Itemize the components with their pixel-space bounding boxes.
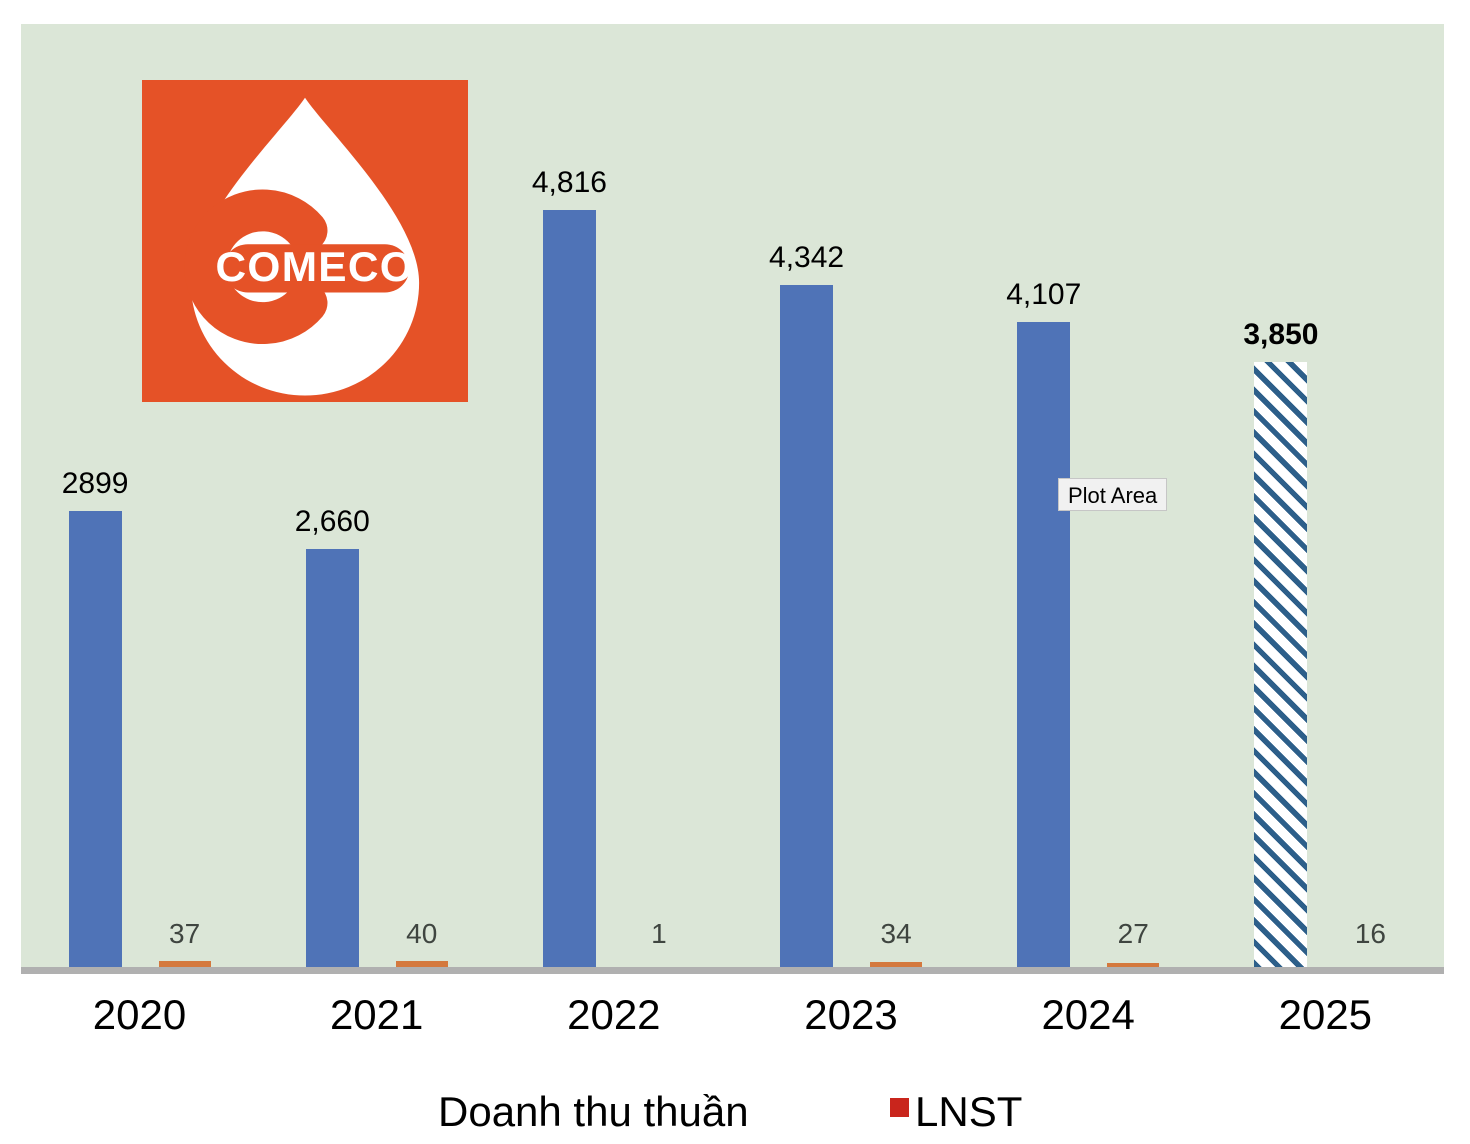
- lnst-value-label: 34: [880, 918, 912, 949]
- logo-band: [223, 244, 410, 293]
- lnst-bar[interactable]: [158, 961, 211, 967]
- plot-area-tooltip: Plot Area: [1058, 478, 1168, 511]
- x-axis-label[interactable]: 2022: [567, 991, 661, 1038]
- revenue-value-label: 3,850: [1243, 317, 1319, 351]
- revenue-value-label: 4,816: [531, 166, 607, 200]
- lnst-value-label: 40: [406, 918, 438, 949]
- legend-revenue-label[interactable]: Doanh thu thuần: [438, 1088, 749, 1135]
- x-axis-label[interactable]: 2025: [1278, 991, 1373, 1038]
- x-axis-label[interactable]: 2024: [1041, 991, 1135, 1038]
- lnst-value-label: 37: [169, 918, 201, 949]
- x-axis-label[interactable]: 2020: [92, 991, 187, 1038]
- revenue-value-label: 4,342: [769, 240, 845, 274]
- revenue-value-label: 2,660: [294, 504, 370, 538]
- x-axis-label[interactable]: 2023: [804, 991, 898, 1038]
- legend-lnst-label[interactable]: LNST: [915, 1088, 1023, 1135]
- revenue-bar[interactable]: [1254, 361, 1308, 967]
- lnst-bar[interactable]: [1107, 962, 1160, 967]
- revenue-bar[interactable]: [1017, 321, 1071, 967]
- logo-c-ring-icon: [184, 189, 328, 345]
- revenue-bar[interactable]: [305, 548, 359, 967]
- revenue-value-label: 4,107: [1006, 277, 1082, 311]
- lnst-value-label: 1: [651, 918, 667, 949]
- chart-legend: Doanh thu thuần LNST: [0, 1082, 1470, 1142]
- lnst-bar[interactable]: [870, 961, 923, 967]
- logo-text: COMECO: [216, 243, 414, 290]
- lnst-bar[interactable]: [395, 960, 448, 967]
- comeco-logo: COMECO: [142, 80, 468, 402]
- revenue-bar[interactable]: [780, 284, 834, 967]
- lnst-value-label: 16: [1354, 918, 1386, 949]
- x-axis-line: [21, 967, 1444, 974]
- revenue-value-label: 2899: [61, 467, 129, 501]
- x-axis-label[interactable]: 2021: [329, 991, 424, 1038]
- revenue-bar[interactable]: [542, 210, 596, 967]
- lnst-value-label: 27: [1117, 918, 1149, 949]
- legend-lnst-marker-icon[interactable]: [890, 1098, 909, 1117]
- revenue-bar[interactable]: [68, 511, 122, 967]
